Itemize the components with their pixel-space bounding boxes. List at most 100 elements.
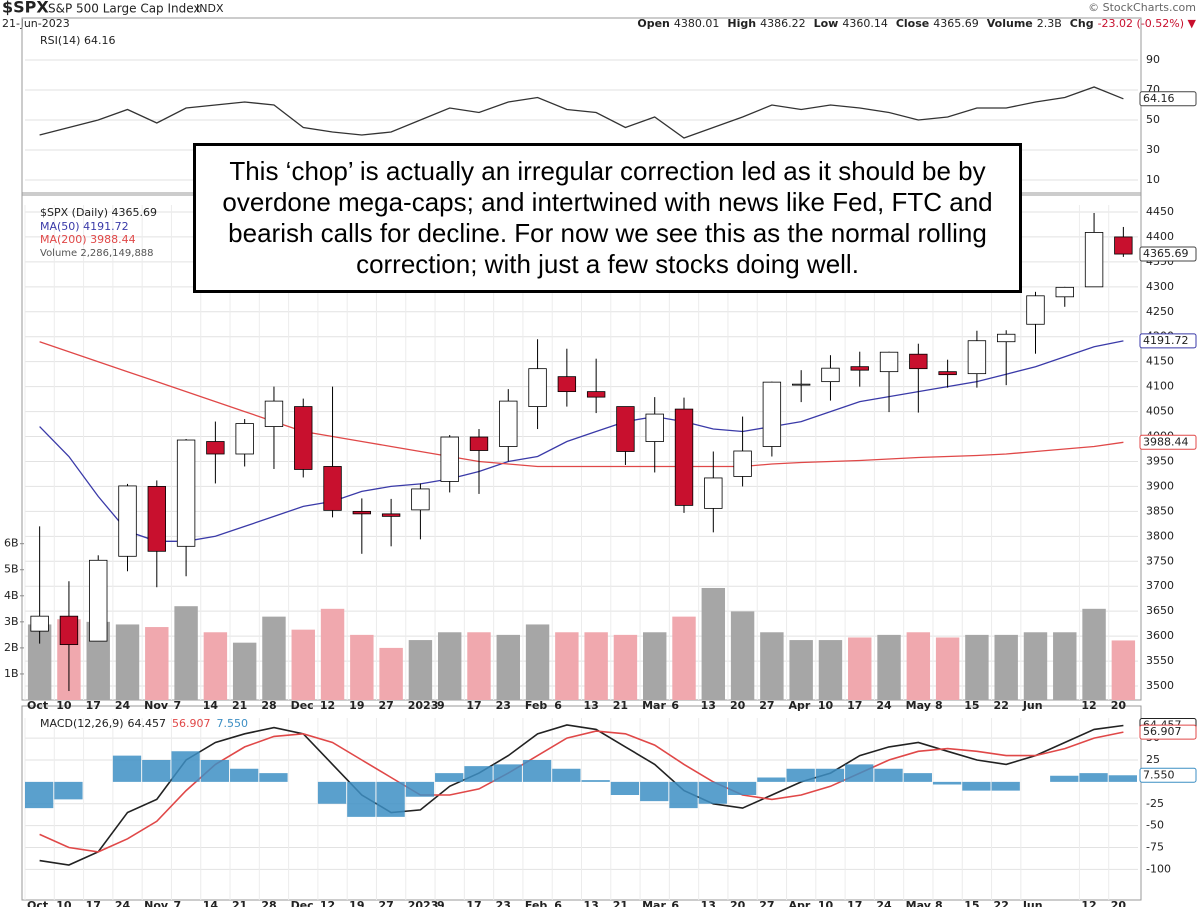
volume-bar — [877, 634, 901, 700]
histogram-bar — [493, 764, 522, 782]
y-tick-label: 3650 — [1146, 604, 1174, 617]
x-tick-label: 14 — [203, 699, 219, 712]
volume-bar — [701, 587, 726, 700]
value-tag-box — [1139, 91, 1197, 107]
histogram-bar — [347, 781, 376, 817]
x-tick-label: 8 — [935, 699, 943, 712]
x-tick-label: Apr — [789, 899, 811, 907]
legend-entry: 56.907 — [172, 717, 211, 730]
candle-body — [674, 408, 694, 506]
candle-body — [821, 367, 840, 383]
quote-value: 4365.69 — [933, 17, 979, 30]
y2-tick-label: 3B — [4, 615, 19, 628]
volume-bar — [848, 637, 872, 700]
candle-body — [469, 436, 489, 451]
x-tick-label: 21 — [613, 899, 628, 907]
candle-body — [528, 368, 547, 407]
quote-value: 4386.22 — [760, 17, 806, 30]
y-tick-label: 4050 — [1146, 405, 1174, 418]
x-tick-label: 22 — [994, 699, 1009, 712]
x-tick-label: 27 — [378, 899, 393, 907]
histogram-bar — [1108, 775, 1137, 782]
quote-label: High — [727, 17, 756, 30]
volume-bar — [437, 632, 462, 700]
y-tick-label: 10 — [1146, 173, 1160, 186]
volume-bar — [906, 632, 931, 700]
line — [39, 341, 1124, 468]
histogram-bar — [610, 781, 640, 795]
histogram-bar — [464, 766, 493, 782]
y-tick-label: 4150 — [1146, 355, 1174, 368]
candle-body — [909, 353, 928, 370]
value-tag: 64.16 — [1143, 92, 1175, 105]
x-tick-label: Feb — [525, 899, 548, 907]
x-tick-label: 15 — [964, 699, 979, 712]
y-tick-label: 3900 — [1146, 479, 1174, 492]
x-tick-label: Dec — [291, 699, 314, 712]
y-tick-label: 3550 — [1146, 654, 1174, 667]
x-tick-label: Dec — [291, 899, 314, 907]
histogram-bar — [932, 781, 962, 785]
x-tick-label: 20 — [1111, 699, 1127, 712]
candle-body — [206, 441, 225, 455]
x-tick-label: 6 — [554, 899, 562, 907]
x-tick-label: 12 — [1081, 899, 1096, 907]
candle-body — [323, 466, 342, 511]
volume-bar — [584, 632, 608, 700]
histogram-bar — [552, 768, 581, 782]
histogram-bar — [669, 781, 698, 809]
histogram-bar — [1079, 773, 1108, 782]
candle-body — [1055, 286, 1074, 298]
exchange: INDX — [196, 2, 224, 15]
x-tick-label: 21 — [232, 699, 247, 712]
value-tag-box — [1139, 767, 1197, 783]
histogram-bar — [25, 781, 54, 809]
y-tick-label: -25 — [1146, 797, 1164, 810]
y2-tick-label: 6B — [4, 537, 19, 550]
value-tag: 4365.69 — [1143, 247, 1189, 260]
x-tick-label: May — [906, 899, 931, 907]
volume-bar — [994, 634, 1018, 700]
quote-value: -23.02 (-0.52%) ▼ — [1098, 17, 1197, 30]
x-tick-label: 17 — [466, 899, 481, 907]
candle-body — [557, 376, 577, 393]
histogram-bar — [845, 764, 874, 782]
x-tick-label: 28 — [261, 699, 276, 712]
x-tick-label: 2023 — [408, 899, 439, 907]
value-tag: 7.550 — [1143, 768, 1175, 781]
x-tick-label: 2023 — [408, 699, 439, 712]
histogram-bar — [376, 781, 405, 817]
x-tick-label: 7 — [173, 699, 181, 712]
annotation: This ‘chop’ is actually an irregular cor… — [193, 143, 1022, 293]
volume-bar — [27, 624, 52, 700]
volume-bar — [262, 616, 286, 700]
candle-body — [704, 477, 723, 509]
y-tick-label: -50 — [1146, 819, 1164, 832]
y-tick-label: 3500 — [1146, 679, 1174, 692]
histogram-bar — [727, 781, 757, 795]
x-tick-label: 17 — [847, 899, 862, 907]
y-tick-label: 30 — [1146, 143, 1160, 156]
x-tick-label: 28 — [261, 899, 276, 907]
candle-body — [89, 559, 108, 642]
x-tick-label: 27 — [759, 699, 774, 712]
x-tick-label: 10 — [56, 899, 72, 907]
y2-tick-label: 4B — [4, 589, 19, 602]
x-tick-label: 8 — [935, 899, 943, 907]
volume-bar — [467, 632, 491, 700]
line — [39, 86, 1124, 139]
volume-bar — [672, 616, 696, 700]
volume-bar — [115, 624, 140, 700]
x-tick-label: 13 — [584, 699, 599, 712]
y-tick-label: 4300 — [1146, 280, 1174, 293]
legend: RSI(14) 64.16 — [40, 34, 115, 47]
candle-body — [967, 340, 987, 375]
y-tick-label: -100 — [1146, 862, 1171, 875]
x-tick-label: 12 — [320, 899, 335, 907]
histogram-bar — [962, 781, 991, 791]
x-tick-label: 19 — [349, 899, 364, 907]
volume-bar — [1053, 632, 1077, 700]
source: © StockCharts.com — [1088, 1, 1196, 14]
x-tick-label: 10 — [56, 699, 72, 712]
